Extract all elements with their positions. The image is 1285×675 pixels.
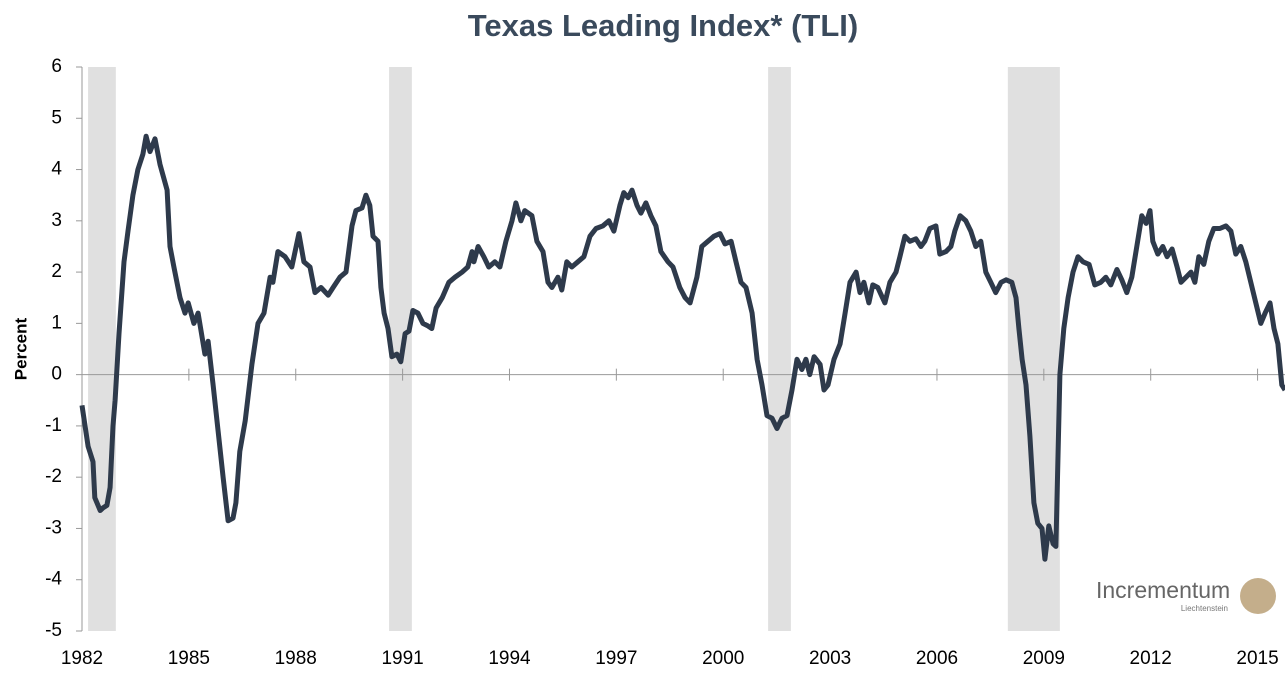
x-tick-label: 1997 [595, 648, 637, 669]
x-tick-label: 1991 [381, 648, 423, 669]
x-tick-label: 1994 [488, 648, 531, 669]
x-tick-label: 2003 [809, 648, 851, 669]
x-tick-label: 1988 [275, 648, 317, 669]
chart-title: Texas Leading Index* (TLI) [468, 8, 858, 43]
x-tick-label: 2000 [702, 648, 744, 669]
watermark-sub: Liechtenstein [1181, 604, 1228, 613]
recession-band [768, 67, 791, 631]
y-tick-label: -1 [45, 415, 62, 436]
recession-band [88, 67, 116, 631]
y-tick-label: -3 [45, 517, 62, 538]
y-tick-label: 0 [51, 364, 62, 385]
y-axis-label: Percent [11, 317, 30, 380]
y-tick-label: 5 [51, 107, 62, 128]
y-tick-label: 2 [51, 261, 62, 282]
y-tick-label: 3 [51, 210, 62, 231]
y-tick-label: 4 [51, 159, 62, 180]
recession-band [1007, 67, 1060, 631]
x-tick-label: 1985 [168, 648, 210, 669]
series-line [79, 133, 1285, 562]
x-tick-label: 2009 [1023, 648, 1065, 669]
y-tick-label: 6 [51, 56, 62, 77]
y-tick-label: -5 [45, 620, 62, 641]
logo-icon [1240, 578, 1276, 614]
x-tick-label: 2012 [1130, 648, 1172, 669]
y-tick-label: -4 [45, 569, 62, 590]
y-tick-label: 1 [51, 312, 62, 333]
x-tick-label: 2006 [916, 648, 958, 669]
x-tick-label: 1982 [61, 648, 103, 669]
x-tick-label: 2015 [1236, 648, 1278, 669]
y-tick-label: -2 [45, 466, 62, 487]
watermark: Incrementum [1096, 577, 1230, 603]
